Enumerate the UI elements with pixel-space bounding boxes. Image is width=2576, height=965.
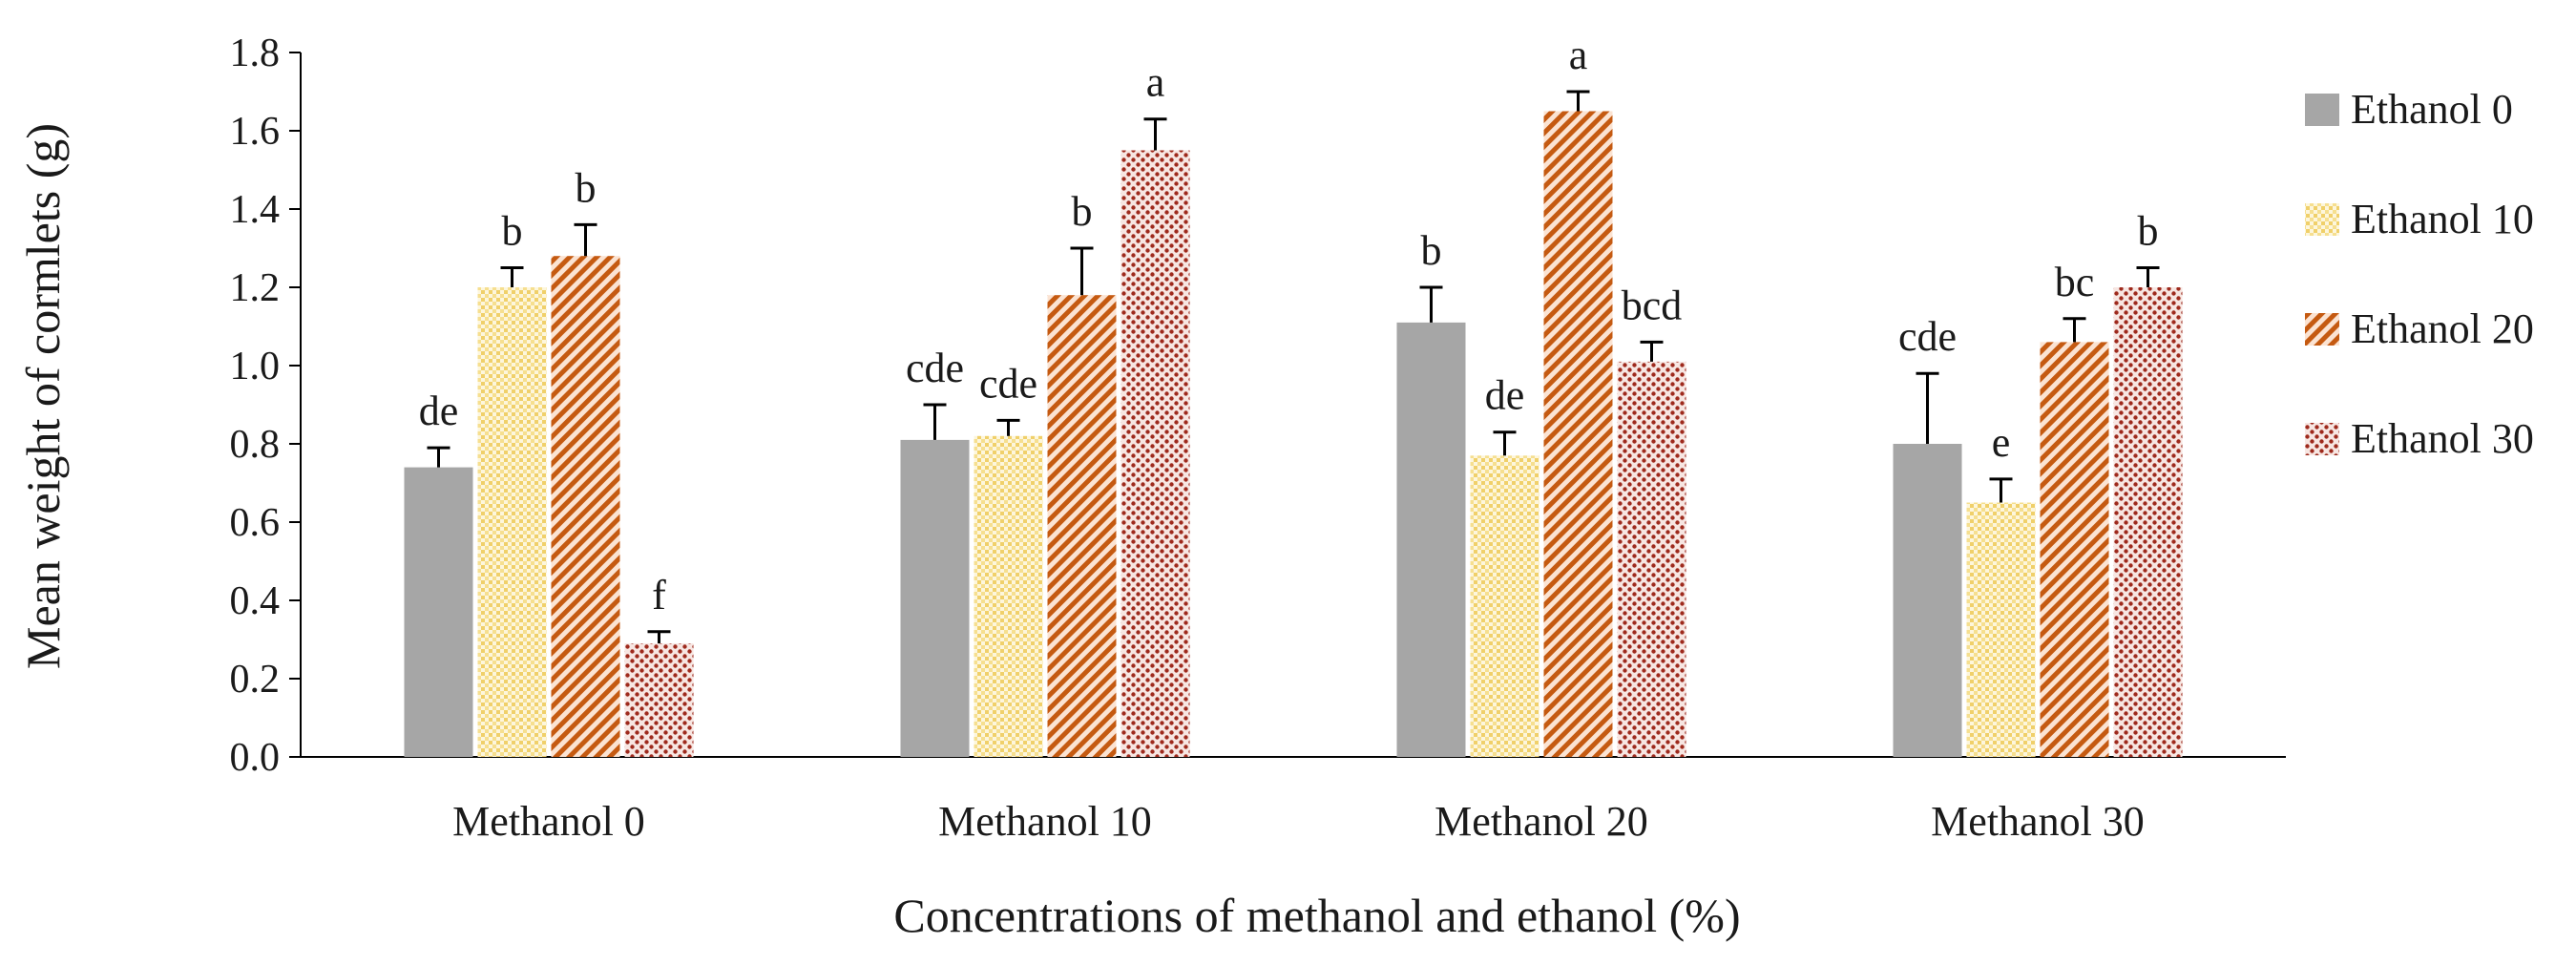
legend-swatch	[2305, 423, 2339, 455]
bar	[2113, 287, 2183, 757]
significance-label: e	[1992, 419, 2011, 466]
significance-label: cde	[906, 345, 964, 391]
y-tick-label: 0.6	[230, 501, 281, 545]
legend-label: Ethanol 0	[2351, 86, 2513, 133]
bar	[1120, 150, 1190, 757]
significance-label: cde	[1898, 313, 1957, 360]
significance-label: f	[652, 572, 666, 619]
significance-label: b	[502, 208, 523, 255]
y-tick-label: 0.0	[230, 736, 281, 780]
bar	[551, 256, 620, 757]
y-tick-label: 1.2	[230, 266, 281, 310]
significance-label: bc	[2055, 259, 2095, 305]
y-tick-label: 1.0	[230, 345, 281, 388]
x-tick-label: Methanol 20	[1435, 798, 1648, 845]
significance-label: b	[2138, 208, 2159, 255]
bar	[974, 435, 1043, 757]
x-tick-label: Methanol 0	[452, 798, 645, 845]
legend-label: Ethanol 10	[2351, 196, 2534, 242]
significance-label: cde	[979, 360, 1037, 407]
legend-label: Ethanol 20	[2351, 305, 2534, 352]
significance-label: bcd	[1622, 282, 1683, 328]
legend-swatch	[2305, 94, 2339, 126]
bar	[1543, 111, 1613, 757]
y-tick-label: 1.6	[230, 110, 281, 154]
y-tick-label: 1.4	[230, 188, 281, 232]
legend-swatch	[2305, 313, 2339, 346]
legend-swatch	[2305, 203, 2339, 236]
bar	[404, 467, 473, 757]
y-tick-label: 0.8	[230, 423, 281, 467]
legend: Ethanol 0 Ethanol 10 Ethanol 20 Ethanol 30	[2305, 86, 2534, 462]
y-axis-title: Mean weight of cormlets (g)	[16, 123, 70, 669]
x-axis-title: Concentrations of methanol and ethanol (…	[893, 889, 1740, 942]
bar	[1047, 295, 1117, 757]
legend-label: Ethanol 30	[2351, 415, 2534, 462]
bar	[1966, 502, 2036, 757]
bar	[900, 439, 970, 757]
significance-label: b	[1421, 227, 1442, 274]
bar	[1893, 444, 1962, 757]
plot-area: 0.0 0.2 0.4 0.6 0.8 1.0 1.2 1.4 1.6 1.8 Methanol 0…	[230, 31, 2286, 845]
significance-label: a	[1146, 59, 1165, 106]
y-tick-label: 0.4	[230, 579, 281, 623]
bar	[1617, 361, 1686, 757]
significance-label: de	[419, 388, 459, 434]
x-tick-label: Methanol 10	[938, 798, 1152, 845]
significance-label: b	[576, 164, 597, 211]
significance-label: de	[1485, 372, 1525, 419]
significance-label: b	[1072, 188, 1093, 235]
bar	[1470, 455, 1539, 757]
significance-label: a	[1569, 31, 1588, 78]
bar	[624, 643, 694, 757]
bar	[2040, 342, 2109, 757]
y-tick-label: 0.2	[230, 658, 281, 702]
bar	[1396, 322, 1466, 757]
bar	[477, 287, 547, 757]
y-tick-label: 1.8	[230, 31, 281, 75]
x-tick-label: Methanol 30	[1931, 798, 2145, 845]
